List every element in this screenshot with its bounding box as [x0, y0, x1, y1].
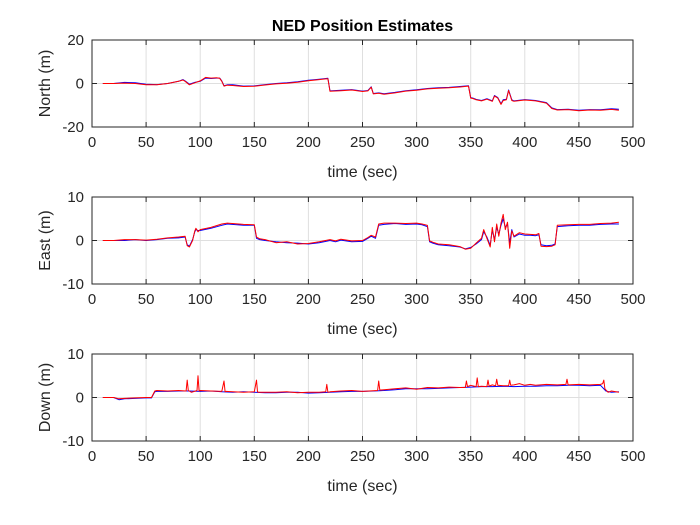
- x-tick-label: 0: [88, 448, 96, 465]
- x-tick-label: 400: [512, 291, 537, 308]
- y-tick-label: -20: [62, 119, 84, 136]
- x-tick-label: 100: [188, 448, 213, 465]
- y-axis-label: Down (m): [37, 363, 54, 432]
- y-tick-label: 20: [67, 32, 84, 49]
- x-tick-label: 450: [566, 448, 591, 465]
- subplot-2: 0 50 100 150 200 250 300 350 400 450 500-10010time…: [37, 189, 646, 338]
- x-axis-label: time (sec): [327, 164, 397, 181]
- x-tick-label: 100: [188, 291, 213, 308]
- y-tick-label: 0: [76, 390, 84, 407]
- x-tick-label: 50: [138, 448, 155, 465]
- x-tick-label: 150: [242, 448, 267, 465]
- subplot-3: 0 50 100 150 200 250 300 350 400 450 500-10010time…: [37, 346, 646, 495]
- x-tick-label: 300: [404, 134, 429, 151]
- y-tick-label: 0: [76, 76, 84, 93]
- x-tick-label: 50: [138, 134, 155, 151]
- series-line-red: [102, 213, 619, 250]
- series-line-red: [102, 375, 619, 400]
- x-tick-label: 500: [620, 291, 645, 308]
- x-tick-label: 350: [458, 448, 483, 465]
- x-tick-label: 150: [242, 291, 267, 308]
- x-tick-label: 450: [566, 291, 591, 308]
- subplot-1: 0 50 100 150 200 250 300 350 400 450 500-20020time…: [37, 18, 646, 181]
- x-tick-label: 400: [512, 448, 537, 465]
- y-tick-label: 0: [76, 233, 84, 250]
- series-line-blue: [102, 384, 619, 401]
- x-axis-label: time (sec): [327, 321, 397, 338]
- x-tick-label: 150: [242, 134, 267, 151]
- y-tick-label: -10: [62, 433, 84, 450]
- x-tick-label: 200: [296, 134, 321, 151]
- x-tick-label: 350: [458, 134, 483, 151]
- x-axis-label: time (sec): [327, 478, 397, 495]
- x-tick-label: 400: [512, 134, 537, 151]
- x-tick-label: 500: [620, 134, 645, 151]
- x-tick-label: 200: [296, 291, 321, 308]
- x-tick-label: 450: [566, 134, 591, 151]
- y-axis-label: East (m): [37, 210, 54, 270]
- x-tick-label: 0: [88, 291, 96, 308]
- x-tick-label: 300: [404, 448, 429, 465]
- x-tick-label: 350: [458, 291, 483, 308]
- y-tick-label: -10: [62, 276, 84, 293]
- y-tick-label: 10: [67, 346, 84, 363]
- series-line-red: [102, 76, 619, 112]
- x-tick-label: 0: [88, 134, 96, 151]
- x-tick-label: 500: [620, 448, 645, 465]
- x-tick-label: 250: [350, 448, 375, 465]
- x-tick-label: 300: [404, 291, 429, 308]
- x-tick-label: 50: [138, 291, 155, 308]
- x-tick-label: 250: [350, 291, 375, 308]
- chart-title: NED Position Estimates: [272, 18, 453, 35]
- y-axis-label: North (m): [37, 50, 54, 118]
- x-tick-label: 200: [296, 448, 321, 465]
- x-tick-label: 250: [350, 134, 375, 151]
- y-tick-label: 10: [67, 189, 84, 206]
- x-tick-label: 100: [188, 134, 213, 151]
